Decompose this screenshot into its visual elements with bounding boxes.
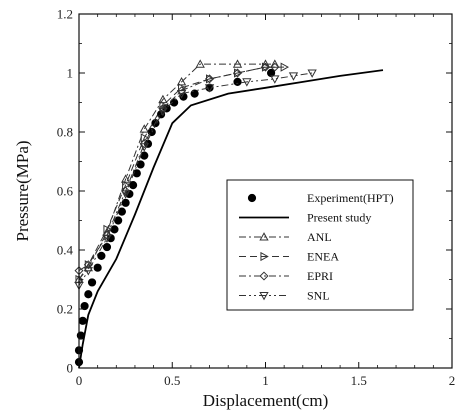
data-point [136, 160, 145, 169]
x-axis-label: Displacement(cm) [203, 391, 329, 410]
data-point [242, 78, 252, 87]
data-point [102, 242, 112, 252]
data-point [120, 174, 131, 183]
legend-swatch [247, 193, 257, 203]
data-point [195, 59, 205, 68]
x-tick-label: 0.5 [164, 373, 180, 388]
legend-marker [259, 271, 269, 281]
data-point [176, 77, 187, 86]
data-point [233, 77, 242, 86]
data-point [114, 216, 123, 225]
data-point [270, 59, 280, 68]
series-present-study [78, 69, 384, 369]
y-tick-label: 0.4 [57, 243, 74, 258]
series-snl [74, 69, 317, 291]
data-point [83, 267, 93, 276]
x-tick-label: 0 [76, 373, 83, 388]
data-point [121, 198, 130, 207]
legend-entry: Experiment(HPT) [247, 191, 394, 205]
series-layer [74, 59, 384, 369]
series-line [78, 72, 313, 286]
y-axis-label: Pressure(MPa) [13, 140, 32, 241]
legend-label: EPRI [307, 269, 333, 283]
legend-entry: Present study [239, 211, 371, 225]
data-point [139, 139, 149, 149]
data-point [158, 94, 168, 104]
data-point [270, 75, 280, 84]
data-point [78, 316, 87, 325]
data-point [190, 89, 199, 98]
x-tick-label: 1.5 [351, 373, 367, 388]
y-tick-label: 0.2 [57, 302, 73, 317]
data-point [102, 234, 112, 244]
data-point [261, 62, 271, 72]
data-point [93, 263, 102, 272]
y-tick-label: 0.8 [57, 125, 73, 140]
data-point [158, 103, 168, 113]
data-point [206, 74, 215, 84]
legend: Experiment(HPT) Present study ANL ENEA EPRI S… [226, 179, 414, 311]
data-point [110, 225, 119, 234]
legend-entry: ANL [239, 230, 332, 244]
data-point [80, 301, 89, 311]
data-point [233, 68, 243, 78]
legend-marker [259, 232, 269, 241]
data-point [120, 190, 131, 199]
data-point [97, 251, 106, 260]
data-point [307, 69, 317, 78]
data-point [102, 230, 112, 240]
data-point [139, 143, 149, 152]
legend-label: ENEA [307, 250, 339, 264]
data-point [232, 59, 243, 68]
y-tick-label: 0.6 [57, 184, 74, 199]
legend-label: SNL [307, 289, 330, 303]
legend-label: ANL [307, 230, 332, 244]
data-point [260, 62, 271, 72]
legend-label: Present study [307, 211, 371, 225]
data-point [178, 83, 187, 93]
data-point [158, 107, 168, 117]
x-tick-label: 2 [449, 373, 456, 388]
data-point [288, 72, 299, 81]
legend-entry: SNL [239, 289, 330, 303]
axes-layer: 0 0.5 1 1.5 2 0 0.2 0.4 0.6 0.8 1 1.2 [57, 7, 456, 389]
data-point [139, 124, 149, 133]
y-tick-label: 1 [67, 66, 74, 81]
series-line [78, 69, 384, 369]
data-point [204, 84, 215, 93]
data-point [177, 86, 187, 96]
data-point [176, 90, 187, 99]
data-point [205, 74, 215, 84]
data-point [270, 62, 280, 72]
data-point [132, 169, 141, 178]
data-point [280, 62, 289, 72]
series-line [78, 63, 275, 280]
y-tick-label: 1.2 [57, 7, 73, 22]
data-point [233, 68, 243, 78]
data-point [84, 290, 93, 299]
x-tick-label: 1 [262, 373, 269, 388]
legend-entry: EPRI [239, 269, 333, 283]
legend-entry: ENEA [239, 250, 339, 264]
data-point [84, 260, 94, 270]
legend-marker [259, 291, 269, 301]
data-point [87, 278, 97, 287]
data-point [170, 98, 179, 107]
y-tick-label: 0 [67, 361, 74, 376]
series-line [78, 66, 285, 280]
legend-label: Experiment(HPT) [307, 191, 394, 205]
data-point [83, 260, 93, 270]
legend-box [226, 179, 414, 311]
legend-marker [260, 251, 269, 262]
